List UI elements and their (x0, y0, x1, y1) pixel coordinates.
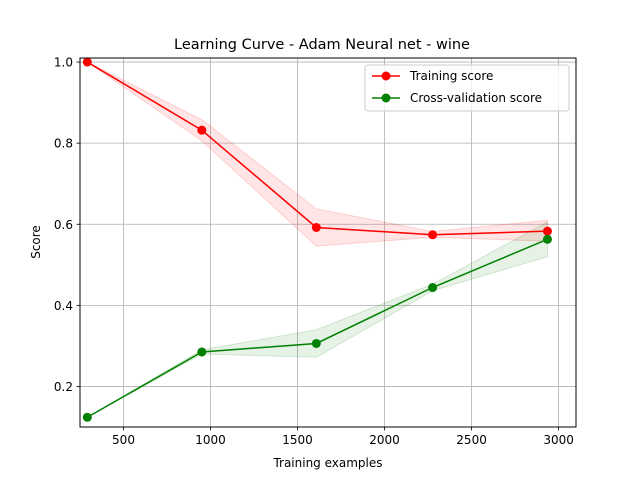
y-tick-label: 0.6 (54, 218, 73, 232)
legend-label-cross-validation: Cross-validation score (410, 91, 542, 105)
x-tick-label: 3000 (543, 433, 574, 447)
training-score-point (82, 57, 92, 67)
x-tick-label: 2500 (456, 433, 487, 447)
y-tick-label: 0.8 (54, 137, 73, 151)
training-score-point (428, 230, 438, 240)
cross-validation-score-point (197, 347, 207, 357)
cross-validation-score-point (542, 234, 552, 244)
x-tick-label: 1000 (195, 433, 226, 447)
legend-box (364, 64, 570, 112)
y-tick-label: 1.0 (54, 56, 73, 70)
grid-lines (80, 58, 576, 427)
legend: Training score Cross-validation score (364, 64, 570, 112)
training-score-point (542, 226, 552, 236)
y-tick-label: 0.4 (54, 299, 73, 313)
legend-marker-cross-validation (381, 93, 391, 103)
training-score-point (311, 222, 321, 232)
cross-validation-score-point (311, 338, 321, 348)
legend-marker-training (381, 71, 391, 81)
chart-title: Learning Curve - Adam Neural net - wine (174, 37, 470, 53)
plot-area-frame (79, 57, 577, 428)
training-score-point (197, 125, 207, 135)
x-tick-label: 2000 (369, 433, 400, 447)
cross-validation-score-point (428, 283, 438, 293)
y-tick-label: 0.2 (54, 380, 73, 394)
x-tick-label: 1500 (282, 433, 313, 447)
y-axis-label: Score (29, 225, 43, 259)
legend-label-training: Training score (409, 69, 493, 83)
cross-validation-score-point (82, 412, 92, 422)
x-tick-label: 500 (112, 433, 135, 447)
y-axis-ticks: 0.2 0.4 0.6 0.8 1.0 (54, 56, 80, 394)
x-axis-label: Training examples (272, 456, 382, 470)
series-markers (82, 57, 552, 422)
x-axis-ticks: 500 1000 1500 2000 2500 3000 (112, 427, 574, 447)
